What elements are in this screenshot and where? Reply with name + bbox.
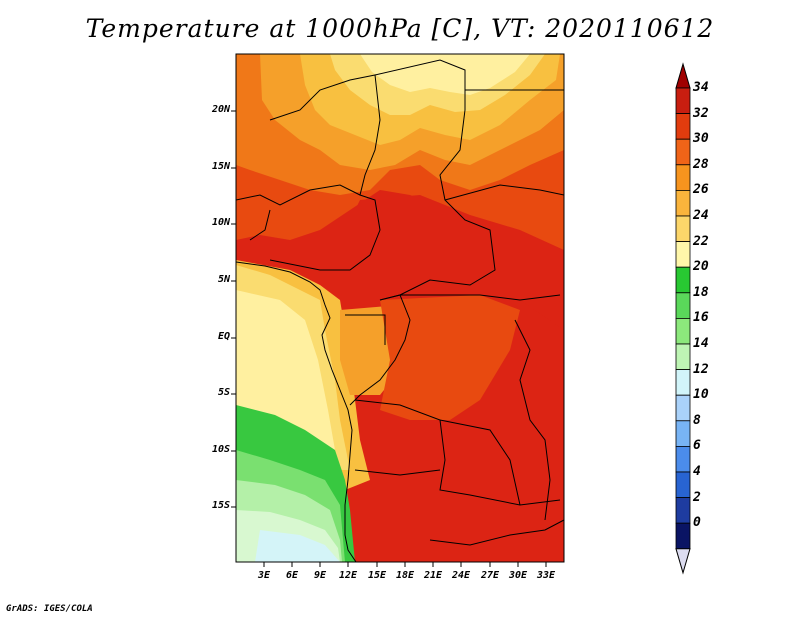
lat-tick-label: 10S [211, 444, 230, 455]
field-central-hot [340, 195, 564, 330]
lon-tick-label: 27E [480, 570, 500, 581]
colorbar-label: 20 [693, 259, 709, 274]
colorbar-segment [675, 420, 691, 447]
lon-tick-label: 9E [313, 570, 327, 581]
field-pale-blue [255, 530, 340, 562]
lat-tick-label: 15S [211, 500, 230, 511]
lon-tick-marks [263, 562, 547, 567]
colorbar-label: 28 [693, 157, 709, 172]
colorbar-label: 26 [693, 182, 709, 197]
lon-tick-label: 15E [367, 570, 387, 581]
colorbar-segment [675, 113, 691, 140]
lon-tick-label: 30E [508, 570, 528, 581]
lon-tick-label: 6E [285, 570, 299, 581]
lon-tick-label: 18E [395, 570, 415, 581]
colorbar-label: 34 [693, 80, 709, 95]
chart-title: Temperature at 1000hPa [C], VT: 20201106… [85, 14, 715, 43]
lat-tick-label: EQ [217, 331, 230, 342]
colorbar-segment [675, 394, 691, 422]
colorbar-segment [675, 522, 691, 550]
colorbar-segment [675, 215, 691, 243]
field-cream [360, 54, 530, 95]
lon-tick-label: 12E [338, 570, 358, 581]
colorbar-segment [675, 292, 691, 319]
colorbar-bottom-arrow [675, 548, 691, 575]
colorbar-segment [675, 343, 691, 371]
colorbar-segment [675, 138, 691, 166]
lat-tick-label: 20N [211, 104, 230, 115]
country-boundaries [236, 59, 564, 562]
credit-text: GrADS: IGES/COLA [6, 604, 93, 614]
colorbar-label: 12 [693, 362, 709, 377]
colorbar-segment [675, 164, 691, 191]
colorbar [675, 62, 691, 575]
field-ocean-cream [236, 290, 335, 450]
colorbar-label: 10 [693, 387, 709, 402]
field-basin-orange [380, 295, 520, 420]
temperature-field [236, 54, 564, 562]
colorbar-segment [675, 317, 691, 345]
colorbar-label: 24 [693, 208, 709, 223]
lon-tick-label: 21E [423, 570, 443, 581]
colorbar-segment [675, 189, 691, 217]
colorbar-label: 0 [693, 515, 701, 530]
lat-tick-label: 5N [217, 274, 230, 285]
map-frame [235, 53, 565, 563]
colorbar-label: 32 [693, 106, 709, 121]
lon-tick-label: 3E [257, 570, 271, 581]
colorbar-label: 14 [693, 336, 709, 351]
colorbar-segment [675, 266, 691, 294]
colorbar-label: 16 [693, 310, 709, 325]
lat-tick-label: 10N [211, 217, 230, 228]
lat-tick-marks [231, 110, 236, 508]
colorbar-label: 6 [693, 438, 701, 453]
colorbar-label: 22 [693, 234, 709, 249]
colorbar-label: 8 [693, 413, 701, 428]
colorbar-top-arrow [675, 62, 691, 89]
colorbar-label: 18 [693, 285, 709, 300]
colorbar-label: 2 [693, 490, 701, 505]
colorbar-segment [675, 471, 691, 499]
colorbar-segment [675, 445, 691, 473]
lat-tick-label: 5S [217, 387, 230, 398]
lon-tick-label: 33E [536, 570, 556, 581]
colorbar-segment [675, 87, 691, 115]
colorbar-segment [675, 497, 691, 524]
colorbar-segment [675, 369, 691, 396]
lat-tick-label: 15N [211, 161, 230, 172]
lon-tick-label: 24E [451, 570, 471, 581]
colorbar-label: 4 [693, 464, 701, 479]
colorbar-label: 30 [693, 131, 709, 146]
colorbar-segment [675, 241, 691, 268]
